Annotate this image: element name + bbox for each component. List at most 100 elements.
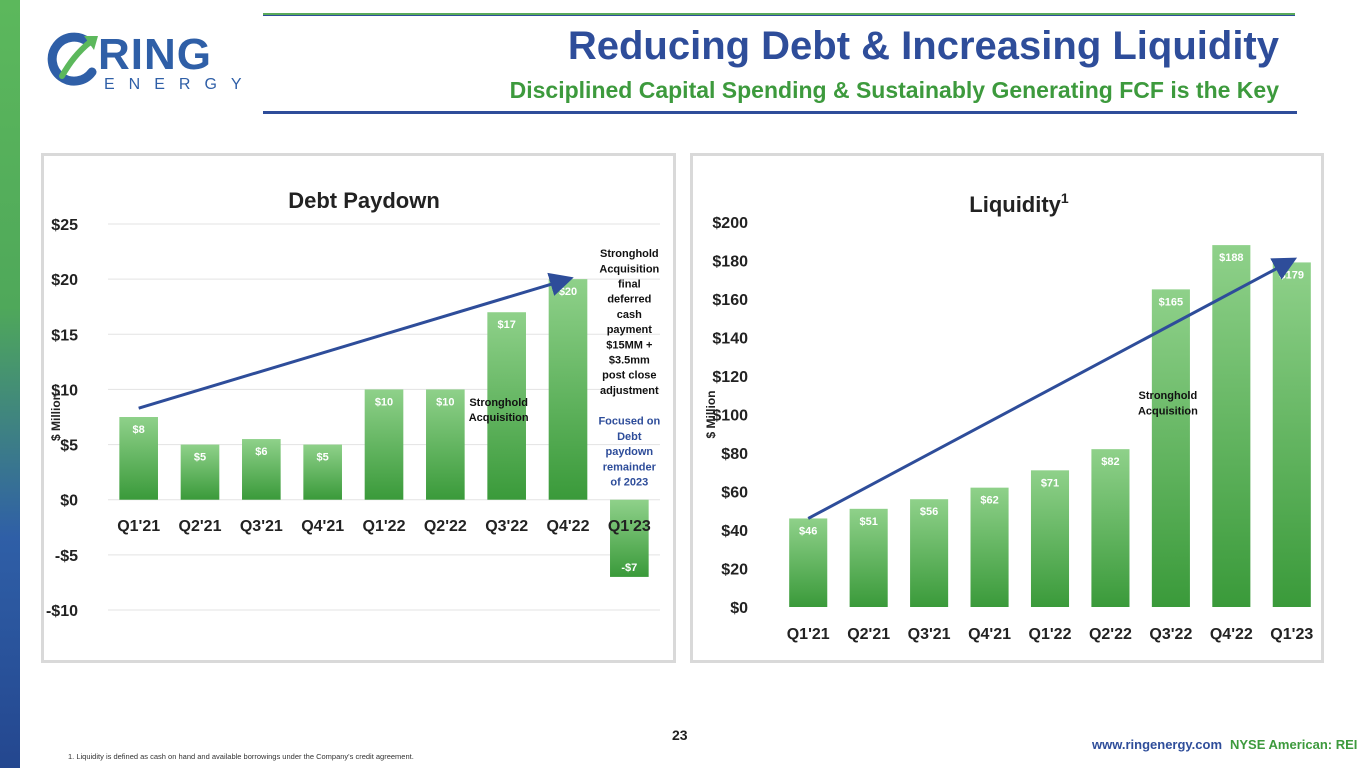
y-tick-label: $20 — [721, 562, 748, 579]
bar — [970, 487, 1009, 607]
page-title: Reducing Debt & Increasing Liquidity — [567, 24, 1279, 68]
data-label: $10 — [375, 396, 393, 408]
x-tick-label: Q1'21 — [787, 626, 830, 643]
chart-title: Liquidity1 — [969, 190, 1069, 217]
data-label: $71 — [1041, 477, 1059, 489]
y-tick-label: $0 — [730, 600, 748, 617]
y-tick-label: $20 — [51, 272, 78, 289]
data-label: $5 — [194, 452, 206, 464]
bar — [487, 312, 526, 500]
chart-title: Debt Paydown — [288, 188, 440, 213]
x-tick-label: Q2'21 — [847, 626, 890, 643]
bar — [426, 389, 465, 500]
trend-arrow — [807, 257, 1298, 520]
x-tick-label: Q4'21 — [968, 626, 1011, 643]
y-axis-label: $ Million — [704, 391, 718, 439]
y-tick-label: -$10 — [46, 603, 78, 620]
annotation: Focused on Debt paydown remainder of 2023 — [598, 416, 660, 489]
data-label: $46 — [799, 525, 817, 537]
y-tick-label: $0 — [60, 493, 78, 510]
x-tick-label: Q3'22 — [1149, 626, 1192, 643]
bar — [1212, 245, 1251, 607]
bar — [364, 389, 404, 500]
data-label: $82 — [1101, 456, 1119, 468]
bar — [1151, 289, 1190, 607]
bar — [303, 444, 342, 500]
data-label: $8 — [133, 424, 145, 436]
x-tick-label: Q4'22 — [547, 518, 590, 535]
page-number: 23 — [672, 727, 688, 743]
data-label: $51 — [859, 516, 877, 528]
exchange-ticker: NYSE American: REI — [1230, 737, 1358, 752]
website-link[interactable]: www.ringenergy.com — [1092, 737, 1223, 752]
x-tick-label: Q3'22 — [485, 518, 528, 535]
y-tick-label: $25 — [51, 217, 78, 234]
bar — [910, 499, 949, 607]
data-label: $62 — [980, 495, 998, 507]
x-tick-label: Q1'23 — [608, 518, 651, 535]
trend-arrow — [138, 272, 574, 410]
bar — [180, 444, 220, 500]
x-tick-label: Q1'21 — [117, 518, 160, 535]
y-tick-label: $180 — [712, 254, 748, 271]
logo-word: RING — [98, 30, 212, 79]
x-tick-label: Q4'21 — [301, 518, 344, 535]
data-label: $165 — [1159, 296, 1183, 308]
page-subtitle: Disciplined Capital Spending & Sustainab… — [509, 77, 1279, 103]
x-tick-label: Q1'22 — [363, 518, 406, 535]
x-tick-label: Q4'22 — [1210, 626, 1253, 643]
top-rule-green — [263, 13, 1295, 15]
data-label: $6 — [255, 446, 267, 458]
y-tick-label: $15 — [51, 327, 78, 344]
header-rule — [263, 111, 1297, 114]
bar — [119, 417, 158, 500]
chart-title-superscript: 1 — [1061, 190, 1069, 206]
annotation: Stronghold Acquisition final deferred cash pa… — [599, 248, 659, 397]
data-label: $10 — [436, 396, 454, 408]
debt-paydown-panel: Debt Paydown -$10 -$5 $0 $5 $10 $15 $20 $25 $ Mil… — [41, 153, 676, 663]
annotation: Stronghold Acquisition — [469, 397, 529, 424]
y-tick-label: $40 — [721, 523, 748, 540]
data-label: $20 — [559, 286, 577, 298]
x-tick-label: Q2'21 — [179, 518, 222, 535]
data-label: -$7 — [621, 562, 637, 574]
annotation: Stronghold Acquisition — [1138, 390, 1198, 417]
y-tick-label: -$5 — [55, 548, 78, 565]
ring-energy-logo: RING ENERGY — [44, 30, 244, 100]
data-label: $179 — [1280, 269, 1304, 281]
logo-sub: ENERGY — [104, 76, 256, 93]
y-tick-label: $120 — [712, 369, 748, 386]
bar — [610, 499, 649, 577]
bar — [789, 518, 828, 607]
x-tick-label: Q1'23 — [1270, 626, 1313, 643]
footnote: 1. Liquidity is defined as cash on hand … — [68, 752, 414, 761]
bar — [849, 508, 888, 607]
data-label: $5 — [317, 452, 329, 464]
y-tick-label: $200 — [712, 215, 748, 232]
liquidity-panel: Liquidity1 $0 $20 $40 $60 $80 $100 $120 $140 $160… — [690, 153, 1324, 663]
y-tick-label: $160 — [712, 292, 748, 309]
data-label: $188 — [1219, 252, 1243, 264]
x-tick-label: Q2'22 — [424, 518, 467, 535]
x-tick-label: Q1'22 — [1029, 626, 1072, 643]
top-rule-blue — [263, 15, 1295, 16]
y-tick-label: $140 — [712, 331, 748, 348]
bar — [242, 439, 281, 500]
y-tick-label: $60 — [721, 485, 748, 502]
data-label: $56 — [920, 506, 938, 518]
data-label: $17 — [497, 319, 515, 331]
y-tick-label: $80 — [721, 446, 748, 463]
bar — [1030, 470, 1070, 607]
x-tick-label: Q2'22 — [1089, 626, 1132, 643]
x-tick-label: Q3'21 — [240, 518, 283, 535]
x-tick-label: Q3'21 — [908, 626, 951, 643]
y-axis-label: $ Million — [49, 393, 63, 441]
bar — [1272, 262, 1311, 607]
bar — [1091, 449, 1130, 607]
ring-swoosh-icon — [47, 32, 98, 86]
y-tick-label: $100 — [712, 408, 748, 425]
bar — [548, 279, 588, 500]
edge-stripe — [0, 0, 20, 768]
debt-paydown-chart: Debt Paydown -$10 -$5 $0 $5 $10 $15 $20 $25 $ Mil… — [46, 188, 661, 620]
liquidity-chart: Liquidity1 $0 $20 $40 $60 $80 $100 $120 $140 $160… — [704, 190, 1313, 643]
